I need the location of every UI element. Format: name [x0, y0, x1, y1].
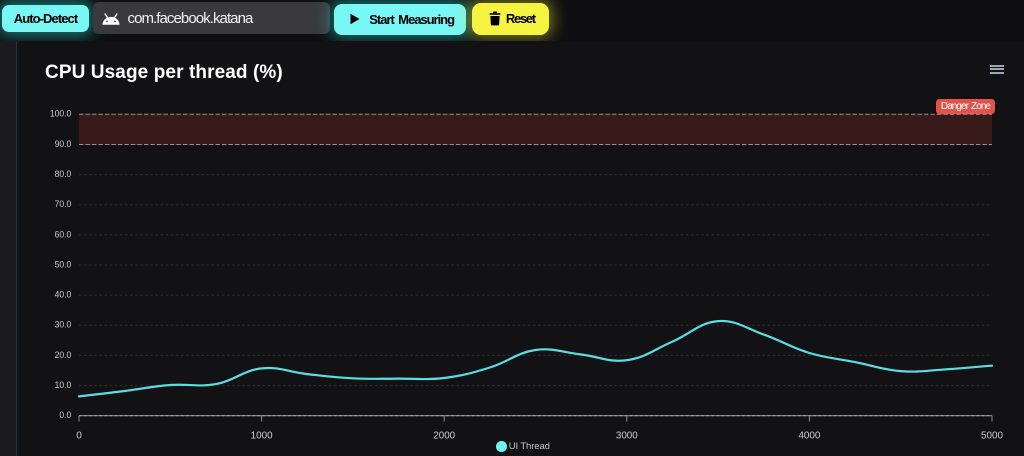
svg-text:100.0: 100.0: [50, 109, 71, 120]
svg-text:10.0: 10.0: [55, 380, 72, 391]
svg-text:0: 0: [76, 429, 82, 441]
svg-text:30.0: 30.0: [55, 320, 72, 331]
svg-text:60.0: 60.0: [55, 229, 72, 240]
svg-text:90.0: 90.0: [55, 139, 72, 150]
svg-text:0.0: 0.0: [59, 410, 71, 421]
svg-text:80.0: 80.0: [55, 169, 72, 180]
svg-text:20.0: 20.0: [55, 350, 72, 361]
svg-text:2000: 2000: [433, 429, 455, 441]
svg-text:3000: 3000: [616, 429, 638, 441]
svg-text:5000: 5000: [981, 429, 1003, 441]
svg-text:70.0: 70.0: [55, 199, 72, 210]
svg-text:4000: 4000: [798, 429, 820, 441]
svg-text:1000: 1000: [251, 429, 273, 441]
svg-text:40.0: 40.0: [55, 290, 72, 301]
svg-text:50.0: 50.0: [55, 259, 72, 270]
